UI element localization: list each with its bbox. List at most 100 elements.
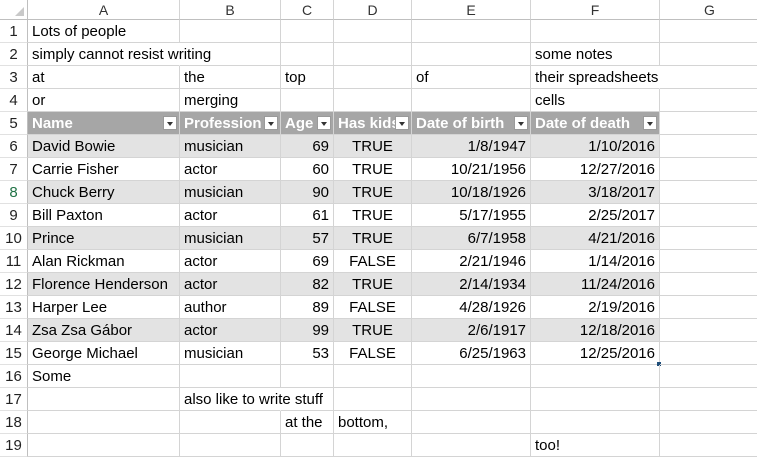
cell-f2[interactable]: some notes (531, 43, 660, 66)
cell-e17[interactable] (412, 388, 531, 411)
filter-dropdown-icon[interactable] (163, 116, 177, 130)
filter-dropdown-icon[interactable] (317, 116, 331, 130)
row-header-12[interactable]: 12 (0, 273, 28, 296)
cell-d16[interactable] (334, 365, 412, 388)
filter-dropdown-icon[interactable] (264, 116, 278, 130)
cell-g19[interactable] (660, 434, 757, 457)
cell-e4[interactable] (412, 89, 531, 112)
cell-f12[interactable]: 11/24/2016 (531, 273, 660, 296)
cell-f15[interactable]: 12/25/2016 (531, 342, 661, 366)
cell-f14[interactable]: 12/18/2016 (531, 319, 660, 342)
cell-c7[interactable]: 60 (281, 158, 334, 181)
cell-a18[interactable] (28, 411, 180, 434)
cell-g10[interactable] (660, 227, 757, 250)
cell-d17[interactable] (334, 388, 412, 411)
cell-d10[interactable]: TRUE (334, 227, 412, 250)
cell-e11[interactable]: 2/21/1946 (412, 250, 531, 273)
cell-e2[interactable] (412, 43, 531, 66)
cell-a10[interactable]: Prince (28, 227, 180, 250)
cell-c12[interactable]: 82 (281, 273, 334, 296)
cell-c16[interactable] (281, 365, 334, 388)
cell-a13[interactable]: Harper Lee (28, 296, 180, 319)
cell-e14[interactable]: 2/6/1917 (412, 319, 531, 342)
select-all-corner[interactable] (0, 0, 28, 20)
row-header-16[interactable]: 16 (0, 365, 28, 388)
cell-b18[interactable] (180, 411, 281, 434)
cell-a9[interactable]: Bill Paxton (28, 204, 180, 227)
cell-c19[interactable] (281, 434, 334, 457)
cell-b19[interactable] (180, 434, 281, 457)
row-header-9[interactable]: 9 (0, 204, 28, 227)
cell-b17[interactable]: also like to write stuff (180, 388, 323, 411)
cell-f13[interactable]: 2/19/2016 (531, 296, 660, 319)
cell-a12[interactable]: Florence Henderson (28, 273, 180, 296)
cell-e1[interactable] (412, 20, 531, 43)
cell-a11[interactable]: Alan Rickman (28, 250, 180, 273)
cell-g18[interactable] (660, 411, 757, 434)
cell-c6[interactable]: 69 (281, 135, 334, 158)
cell-f9[interactable]: 2/25/2017 (531, 204, 660, 227)
cell-d13[interactable]: FALSE (334, 296, 412, 319)
filter-dropdown-icon[interactable] (514, 116, 528, 130)
cell-f8[interactable]: 3/18/2017 (531, 181, 660, 204)
table-header-e[interactable]: Date of birth (412, 112, 531, 135)
cell-a4[interactable]: or (28, 89, 180, 112)
cell-g4[interactable] (660, 89, 757, 112)
cell-d4[interactable] (334, 89, 412, 112)
cell-a8[interactable]: Chuck Berry (28, 181, 180, 204)
cell-g2[interactable] (660, 43, 757, 66)
table-header-c[interactable]: Age (281, 112, 334, 135)
row-header-5[interactable]: 5 (0, 112, 28, 135)
cell-d1[interactable] (334, 20, 412, 43)
cell-b16[interactable] (180, 365, 281, 388)
cell-f11[interactable]: 1/14/2016 (531, 250, 660, 273)
cell-d2[interactable] (334, 43, 412, 66)
cell-g11[interactable] (660, 250, 757, 273)
row-header-13[interactable]: 13 (0, 296, 28, 319)
row-header-19[interactable]: 19 (0, 434, 28, 457)
cell-a17[interactable] (28, 388, 180, 411)
cell-f6[interactable]: 1/10/2016 (531, 135, 660, 158)
cell-c4[interactable] (281, 89, 334, 112)
column-header-c[interactable]: C (281, 0, 334, 20)
cell-b11[interactable]: actor (180, 250, 281, 273)
cell-c3[interactable]: top (281, 66, 334, 89)
table-resize-handle-icon[interactable] (657, 362, 661, 366)
cell-a3[interactable]: at (28, 66, 180, 89)
cell-e12[interactable]: 2/14/1934 (412, 273, 531, 296)
cell-f17[interactable] (531, 388, 660, 411)
cell-g3[interactable] (660, 66, 757, 89)
column-header-a[interactable]: A (28, 0, 180, 20)
cell-b8[interactable]: musician (180, 181, 281, 204)
cell-b2[interactable] (180, 43, 281, 66)
table-header-b[interactable]: Profession (180, 112, 281, 135)
cell-d12[interactable]: TRUE (334, 273, 412, 296)
table-header-d[interactable]: Has kids (334, 112, 412, 135)
cell-c8[interactable]: 90 (281, 181, 334, 204)
cell-a2[interactable]: simply cannot resist writing (28, 43, 211, 66)
cell-c17[interactable] (281, 388, 334, 411)
cell-d9[interactable]: TRUE (334, 204, 412, 227)
cell-f3[interactable]: their spreadsheets (531, 66, 660, 89)
cell-c2[interactable] (281, 43, 334, 66)
row-header-7[interactable]: 7 (0, 158, 28, 181)
cell-b15[interactable]: musician (180, 342, 281, 365)
cell-f19[interactable]: too! (531, 434, 660, 457)
cell-b4[interactable]: merging (180, 89, 281, 112)
cell-e18[interactable] (412, 411, 531, 434)
cell-d19[interactable] (334, 434, 412, 457)
row-header-8[interactable]: 8 (0, 181, 28, 204)
column-header-g[interactable]: G (660, 0, 757, 20)
cell-c14[interactable]: 99 (281, 319, 334, 342)
cell-b1[interactable] (180, 20, 281, 43)
cell-a1[interactable]: Lots of people (28, 20, 180, 43)
row-header-2[interactable]: 2 (0, 43, 28, 66)
cell-c9[interactable]: 61 (281, 204, 334, 227)
cell-g6[interactable] (660, 135, 757, 158)
cell-e8[interactable]: 10/18/1926 (412, 181, 531, 204)
cell-e7[interactable]: 10/21/1956 (412, 158, 531, 181)
column-header-f[interactable]: F (531, 0, 660, 20)
cell-b12[interactable]: actor (180, 273, 281, 296)
cell-e13[interactable]: 4/28/1926 (412, 296, 531, 319)
cell-d18[interactable]: bottom, (334, 411, 412, 434)
